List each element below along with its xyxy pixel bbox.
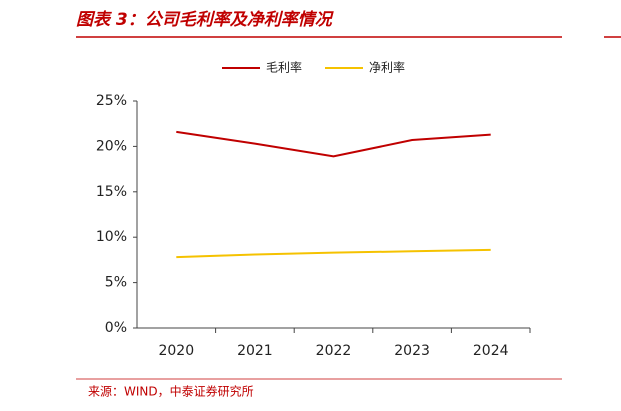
x-tick-label: 2022: [316, 343, 352, 359]
y-tick-label: 5%: [105, 275, 127, 291]
series-line: [176, 248, 491, 259]
chart-title: 图表 3：公司毛利率及净利率情况: [76, 10, 335, 30]
x-tick-label: 2020: [158, 343, 194, 359]
series-line: [176, 130, 491, 158]
x-tick-label: 2021: [237, 343, 273, 359]
y-tick-label: 20%: [96, 138, 127, 154]
x-tick-label: 2023: [394, 343, 430, 359]
x-tick-label: 2024: [473, 343, 509, 359]
y-tick-label: 0%: [105, 320, 127, 336]
legend-label: 毛利率: [266, 60, 302, 75]
legend-label: 净利率: [369, 60, 405, 75]
y-tick-label: 15%: [96, 184, 127, 200]
y-tick-label: 10%: [96, 229, 127, 245]
source: 来源：WIND，中泰证券研究所: [88, 384, 254, 399]
y-tick-label: 25%: [96, 93, 127, 109]
